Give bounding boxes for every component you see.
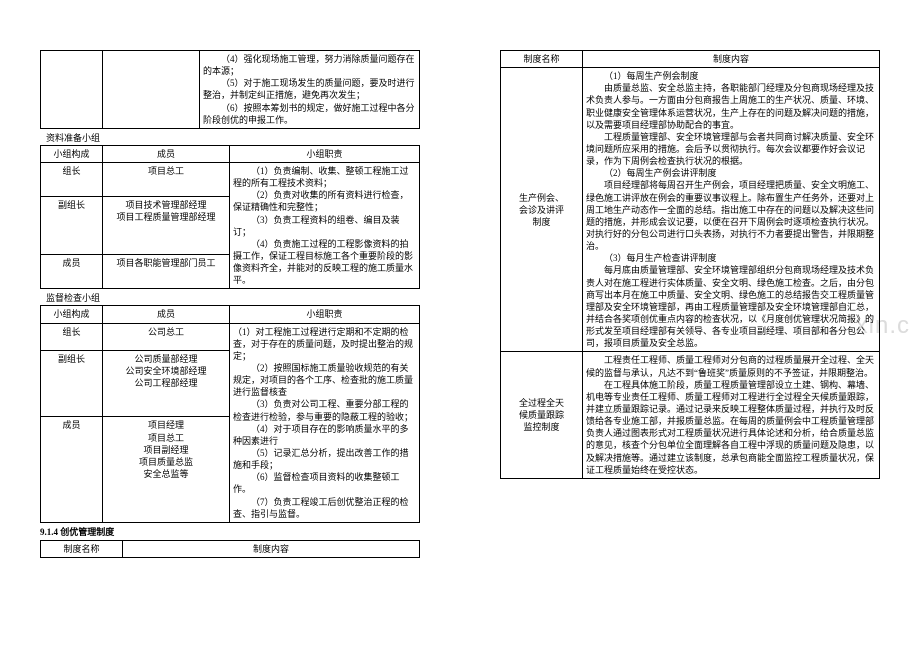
table-header-row: 小组构成 成员 小组职责 <box>41 306 420 323</box>
table-header-row: 制度名称 制度内容 <box>501 51 880 68</box>
text: 工程责任工程师、质量工程师对分包商的过程质量展开全过程、全天候的监督与承认，凡达… <box>586 354 876 378</box>
text: （1）负责编制、收集、整顿工程施工过程的所有工程技术资料； <box>233 165 416 189</box>
page-left: （4）强化现场施工管理，努力消除质量问题存在的本源； （5）对于施工现场发生的质… <box>0 0 460 651</box>
cell: 成员 <box>41 417 103 522</box>
text: （3）负责对公司工程、重要分部工程的检查进行检验，参与重要的隐蔽工程的验收； <box>233 398 416 422</box>
cell: 副组长 <box>41 351 103 417</box>
cell-system-name: 全过程全天候质量跟踪监控制度 <box>501 352 583 478</box>
cell: （1）对工程施工过程进行定期和不定期的检查，对于存在的质量问题，及时提出整治的规… <box>230 323 420 522</box>
text: （2）每周生产例会讲评制度 <box>586 167 876 179</box>
text: 工程质量管理部、安全环境管理部与会者共同商讨解决质量、安全环境问题所应采用的措施… <box>586 131 876 167</box>
text: （4）强化现场施工管理，努力消除质量问题存在的本源； <box>203 53 416 77</box>
system-content-table: 制度名称 制度内容 生产例会、会诊及讲评制度 （1）每周生产例会制度 由质量总监… <box>500 50 880 479</box>
group-label-1: 资料准备小组 <box>46 131 420 144</box>
page-right: xin.c 制度名称 制度内容 生产例会、会诊及讲评制度 （1）每周生产例会制度… <box>460 0 920 651</box>
cell: （1）负责编制、收集、整顿工程施工过程的所有工程技术资料； （2）负责对收集的所… <box>230 162 420 288</box>
th: 制度内容 <box>123 540 420 557</box>
th: 小组职责 <box>230 306 420 323</box>
cell: 副组长 <box>41 197 103 255</box>
materials-prep-table: 小组构成 成员 小组职责 组长 项目总工 （1）负责编制、收集、整顿工程施工过程… <box>40 145 420 290</box>
text: 项目经理部将每周召开生产例会，项目经理把质量、安全文明施工、绿色施工讲评放在例会… <box>586 179 876 252</box>
text: （6）按照本筹划书的规定，做好施工过程中各分阶段创优的申报工作。 <box>203 102 416 126</box>
th: 制度名称 <box>501 51 583 68</box>
table-header-row: 小组构成 成员 小组职责 <box>41 145 420 162</box>
cell: 项目各职能管理部门员工 <box>103 255 230 289</box>
supervision-check-table: 小组构成 成员 小组职责 组长 公司总工 （1）对工程施工过程进行定期和不定期的… <box>40 305 420 522</box>
text: （4）对于项目存在的影响质量水平的多种因素进行 <box>233 423 416 447</box>
text: 在工程具体施工阶段，质量工程质量管理部设立土建、钢构、幕墙、机电等专业责任工程师… <box>586 379 876 476</box>
cell-system-content: （1）每周生产例会制度 由质量总监、安全总监主持，各职能部门经理及分包商现场经理… <box>583 68 880 352</box>
cell: 项目总工 <box>103 162 230 196</box>
text: （5）记录汇总分析，提出改善工作的措施和手段； <box>233 447 416 471</box>
text: （4）负责施工过程的工程影像资料的拍摄工作，保证工程目标施工各个重要阶段的影像资… <box>233 238 416 287</box>
th: 小组构成 <box>41 306 103 323</box>
table-row: （4）强化现场施工管理，努力消除质量问题存在的本源； （5）对于施工现场发生的质… <box>41 51 420 129</box>
text: （3）负责工程资料的组卷、编目及装订； <box>233 214 416 238</box>
cell: 成员 <box>41 255 103 289</box>
th: 制度内容 <box>583 51 880 68</box>
table-row: 生产例会、会诊及讲评制度 （1）每周生产例会制度 由质量总监、安全总监主持，各职… <box>501 68 880 352</box>
text: （6）监督检查项目资料的收集整顿工作。 <box>233 471 416 495</box>
cell-system-name: 生产例会、会诊及讲评制度 <box>501 68 583 352</box>
table-row: 组长 项目总工 （1）负责编制、收集、整顿工程施工过程的所有工程技术资料； （2… <box>41 162 420 196</box>
text: 由质量总监、安全总监主持，各职能部门经理及分包商现场经理及技术负责人参与。一方面… <box>586 82 876 131</box>
group-label-2: 监督检查小组 <box>46 291 420 304</box>
system-header-table: 制度名称 制度内容 <box>40 540 420 558</box>
text: （1）对工程施工过程进行定期和不定期的检查，对于存在的质量问题，及时提出整治的规… <box>233 327 413 361</box>
th: 成员 <box>103 306 230 323</box>
text: （5）对于施工现场发生的质量问题，要及时进行整治，并制定纠正措施，避免再次发生； <box>203 77 416 101</box>
text: （2）负责对收集的所有资料进行检查，保证精确性和完整性； <box>233 189 416 213</box>
cell: 公司质量部经理公司安全环境部经理公司工程部经理 <box>103 351 230 417</box>
two-page-spread: （4）强化现场施工管理，努力消除质量问题存在的本源； （5）对于施工现场发生的质… <box>0 0 920 651</box>
text: 每月底由质量管理部、安全环境管理部组织分包商现场经理及技术负责人对在施工程进行实… <box>586 264 876 349</box>
text: （3）每月生产检查讲评制度 <box>586 252 876 264</box>
top-continuation-table: （4）强化现场施工管理，努力消除质量问题存在的本源； （5）对于施工现场发生的质… <box>40 50 420 129</box>
th: 小组构成 <box>41 145 103 162</box>
table-header-row: 制度名称 制度内容 <box>41 540 420 557</box>
cell: 项目技术管理部经理项目工程质量管理部经理 <box>103 197 230 255</box>
cell: 组长 <box>41 323 103 350</box>
text: （1）每周生产例会制度 <box>586 70 876 82</box>
cell-system-content: 工程责任工程师、质量工程师对分包商的过程质量展开全过程、全天候的监督与承认，凡达… <box>583 352 880 478</box>
th: 成员 <box>103 145 230 162</box>
text: （2）按照国标施工质量验收规范的有关规定，对项目的各个工序、检查批的施工质量进行… <box>233 362 416 398</box>
cell: 公司总工 <box>103 323 230 350</box>
table-row: 组长 公司总工 （1）对工程施工过程进行定期和不定期的检查，对于存在的质量问题，… <box>41 323 420 350</box>
text: （7）负责工程竣工后创优整治正程的检查、指引与监督。 <box>233 496 416 520</box>
table-row: 全过程全天候质量跟踪监控制度 工程责任工程师、质量工程师对分包商的过程质量展开全… <box>501 352 880 478</box>
cell: 组长 <box>41 162 103 196</box>
th: 制度名称 <box>41 540 123 557</box>
section-heading: 9.1.4 创优管理制度 <box>40 525 420 538</box>
th: 小组职责 <box>230 145 420 162</box>
cell: 项目经理项目总工项目副经理项目质量总监安全总监等 <box>103 417 230 522</box>
